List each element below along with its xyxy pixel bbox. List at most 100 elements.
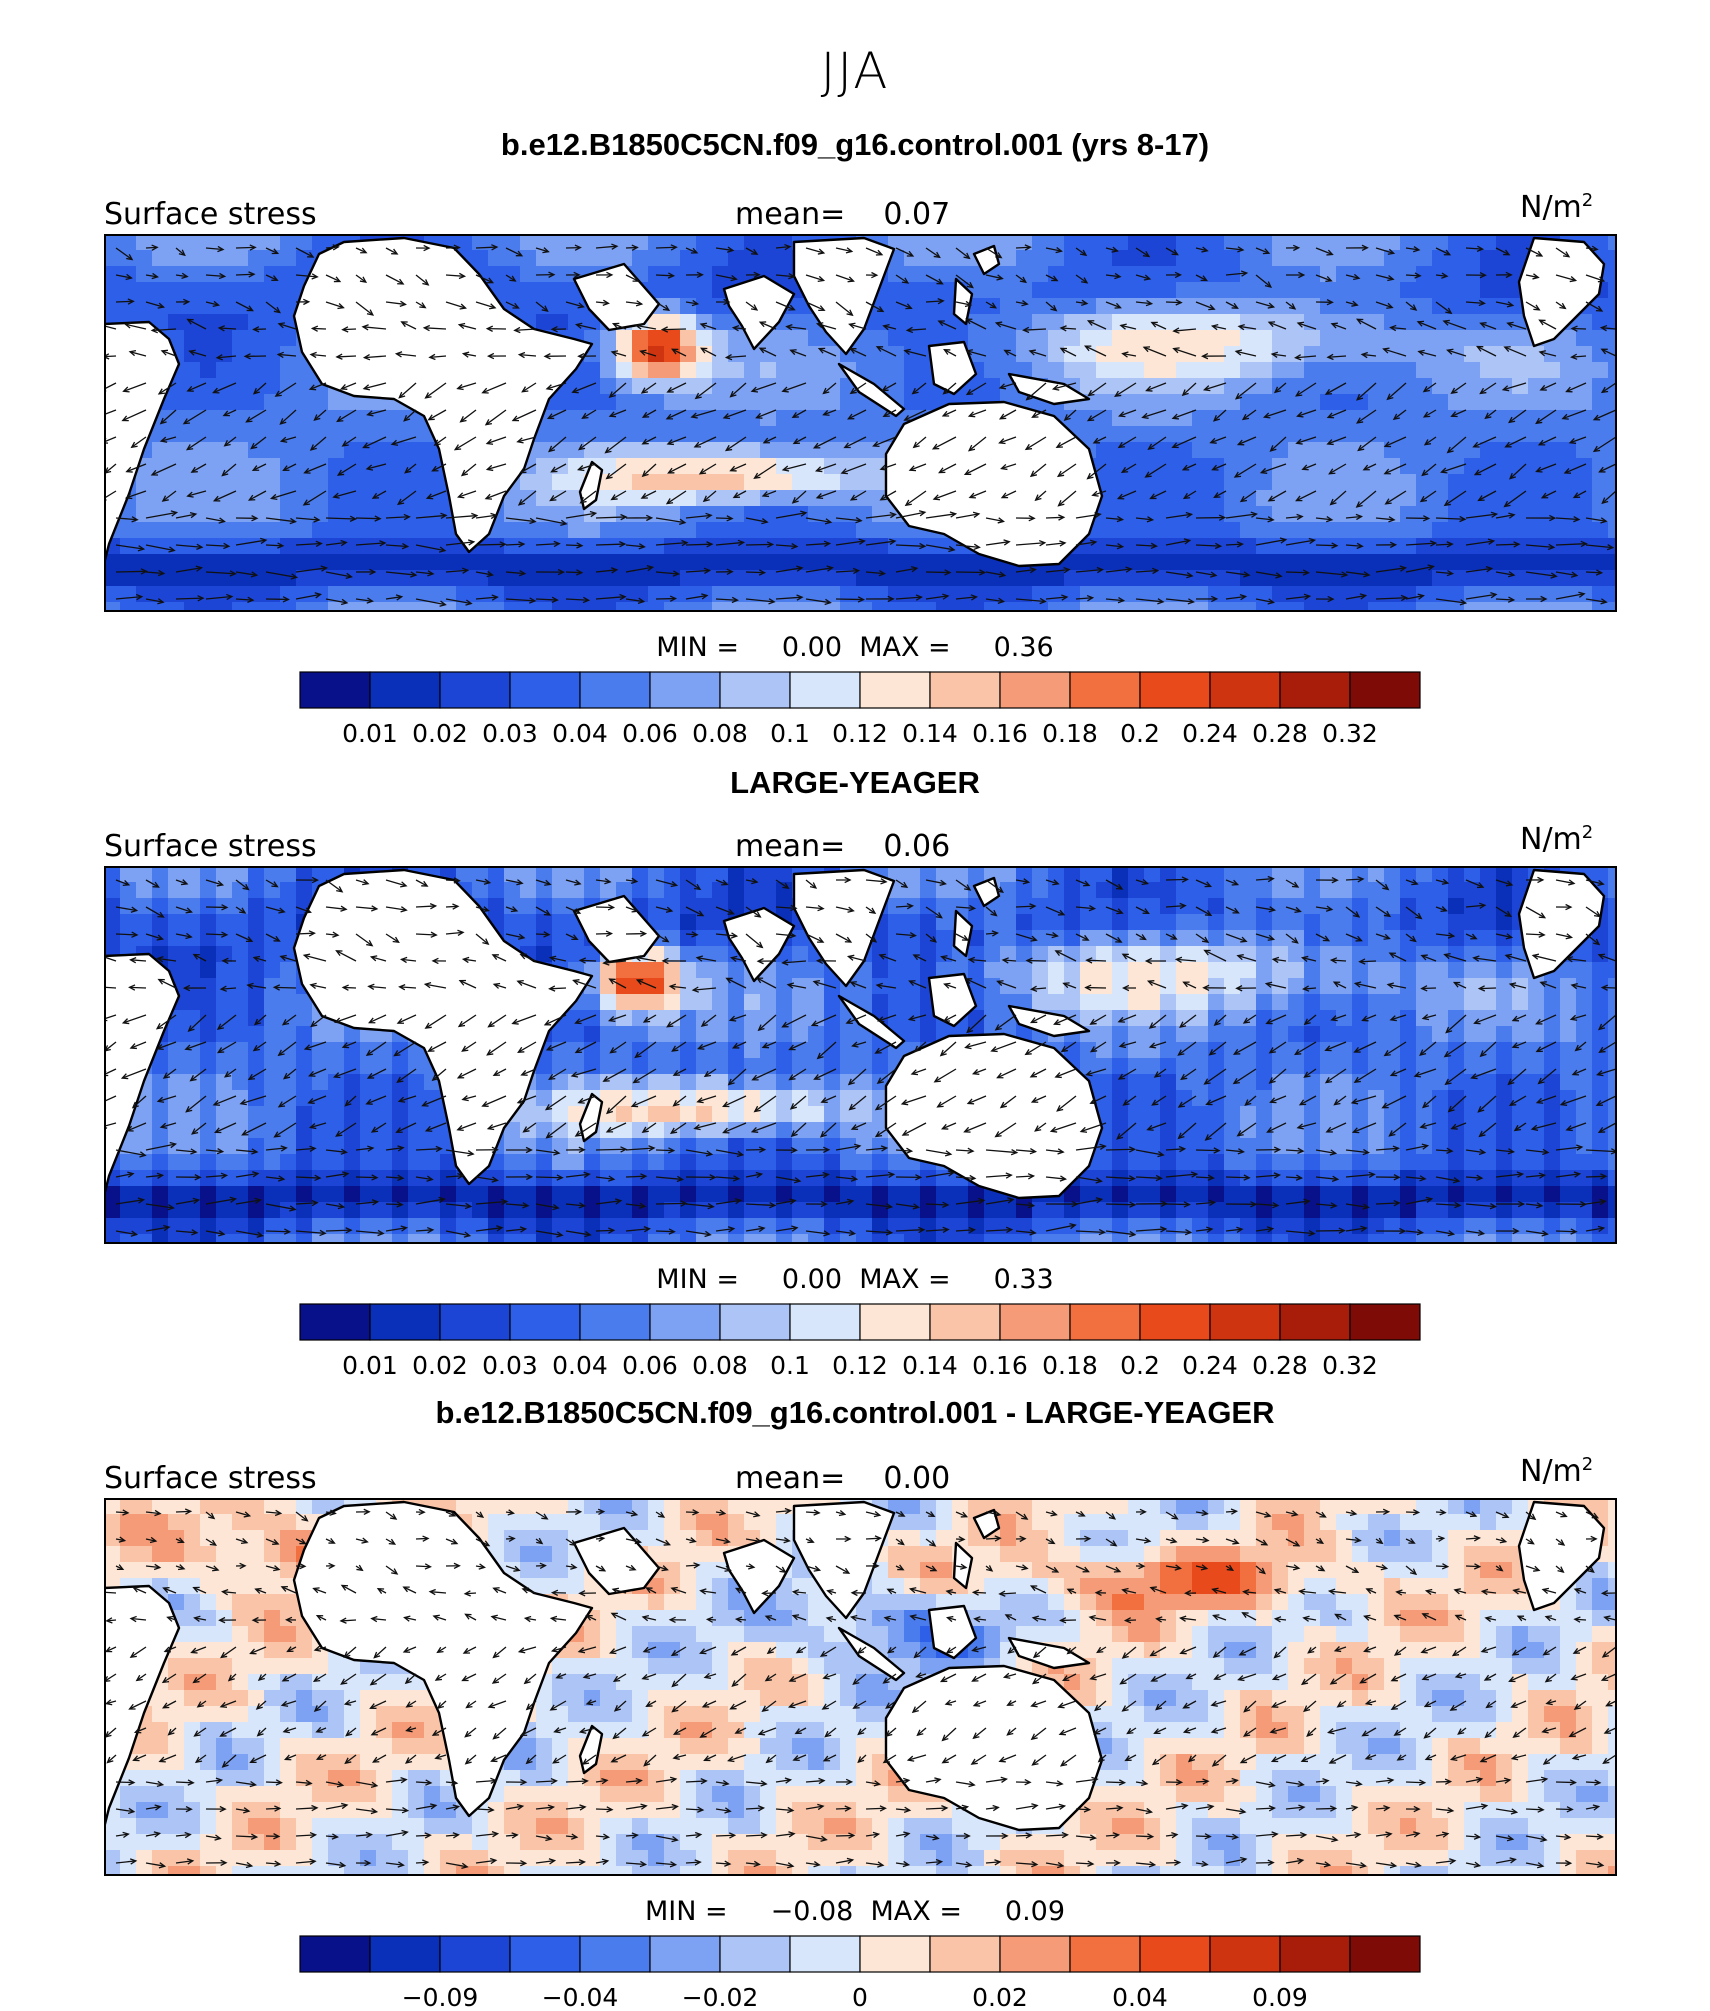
colorbar-tick-label: 0.08 [692,719,748,748]
colorbar-tick-label: 0.24 [1182,719,1238,748]
panel-1-units: N/m2 [1520,190,1594,225]
landmass-png [1007,1636,1091,1670]
colorbar-tick-label: 0.04 [552,719,608,748]
colorbar-swatch [1349,1935,1421,1973]
colorbar-swatch [859,1935,931,1973]
colorbar-swatch [1139,1935,1211,1973]
landmass-africa [292,868,594,1186]
colorbar-tick-label: 0.01 [342,1351,398,1380]
colorbar-tick-label: 0.2 [1120,1351,1160,1380]
colorbar-swatch [579,671,651,709]
colorbar-swatch [439,1303,511,1341]
landmass-india [722,1538,796,1615]
panel-2-map [104,866,1617,1244]
colorbar-tick-label: 0.14 [902,1351,958,1380]
colorbar-swatch [649,671,721,709]
landmass-australia [884,400,1104,568]
colorbar-tick-label: 0.16 [972,1351,1028,1380]
panel-1-mean: mean= 0.07 [735,197,951,232]
landmass-madag [578,1724,604,1775]
colorbar-tick-label: 0.32 [1322,719,1378,748]
landmass-australia [884,1032,1104,1200]
landmass-phil [952,277,974,326]
landmass-camerica [1517,236,1606,348]
colorbar-tick-label: 0.28 [1252,1351,1308,1380]
landmass-camerica [1517,1500,1606,1612]
colorbar-tick-label: 0.18 [1042,719,1098,748]
colorbar-swatch [369,1303,441,1341]
wind-vector-field [104,875,1617,1238]
colorbar-swatch [1069,1935,1141,1973]
panel-3-min-max: MIN = −0.08 MAX = 0.09 [644,1896,1066,1927]
landmass-borneo [927,1604,978,1660]
panel-2-title: LARGE-YEAGER [730,765,980,800]
colorbar-swatch [579,1935,651,1973]
colorbar-swatch [719,671,791,709]
colorbar-swatch [649,1303,721,1341]
colorbar-swatch [1069,1303,1141,1341]
colorbar-swatch [1069,671,1141,709]
colorbar-tick-label: 0.12 [832,719,888,748]
colorbar-swatch [299,671,371,709]
colorbar-swatch [789,1935,861,1973]
landmass-australia [884,1664,1104,1832]
colorbar-swatch [1139,1303,1211,1341]
colorbar-tick-label: 0.14 [902,719,958,748]
wind-vector-field [104,1507,1617,1870]
colorbar-swatch [439,1935,511,1973]
landmass-sumatra [837,1626,906,1682]
figure-season-title: JJA [820,42,890,100]
landmass-samerica [104,952,181,1198]
colorbar-tick-label: 0.09 [1252,1983,1308,2008]
landmass-seasia [792,236,896,356]
wind-vector-field [104,243,1617,607]
colorbar-swatch [509,671,581,709]
landmass-africa [292,1500,594,1818]
landmass-india [722,274,796,351]
colorbar-swatch [299,1935,371,1973]
colorbar-tick-label: 0.12 [832,1351,888,1380]
colorbar-swatch [1349,671,1421,709]
colorbar-swatch [719,1303,791,1341]
landmass-camerica [1517,868,1606,980]
colorbar-tick-label: 0.03 [482,1351,538,1380]
landmass-borneo [927,972,978,1028]
colorbar-swatch [579,1303,651,1341]
landmass-africa [292,236,594,554]
colorbar-swatch [509,1303,581,1341]
colorbar-swatch [859,1303,931,1341]
panel-1-colorbar: 0.01 0.02 0.03 0.04 0.06 0.08 0.1 0.12 0.14 0.16 0… [299,671,1421,748]
panel-3-title: b.e12.B1850C5CN.f09_g16.control.001 - LA… [435,1395,1275,1430]
colorbar-swatch [369,671,441,709]
colorbar-swatch [999,671,1071,709]
landmass-png [1007,372,1091,406]
panel-3-variable-label: Surface stress [104,1461,317,1496]
colorbar-swatch [1139,671,1211,709]
colorbar-swatch [719,1935,791,1973]
colorbar-tick-label: 0.03 [482,719,538,748]
landmass-seasia [792,1500,896,1620]
panel-1-min-max: MIN = 0.00 MAX = 0.36 [656,632,1054,663]
colorbar-tick-label: −0.02 [682,1983,759,2008]
colorbar-tick-label: 0.1 [770,1351,810,1380]
colorbar-swatch [999,1303,1071,1341]
panel-2-colorbar: 0.01 0.02 0.03 0.04 0.06 0.08 0.1 0.12 0.14 0.16 0… [299,1303,1421,1380]
colorbar-tick-label: 0.1 [770,719,810,748]
colorbar-swatch [1279,671,1351,709]
map-frame [104,866,1617,1244]
landmass-arabia [572,894,661,964]
colorbar-swatch [509,1935,581,1973]
colorbar-swatch [929,671,1001,709]
colorbar-tick-label: −0.09 [402,1983,479,2008]
colorbar-swatch [789,671,861,709]
colorbar-tick-label: 0.24 [1182,1351,1238,1380]
panel-3-mean: mean= 0.00 [735,1461,951,1496]
colorbar-tick-label: 0.18 [1042,1351,1098,1380]
colorbar-tick-label: 0.28 [1252,719,1308,748]
colorbar-tick-label: 0 [852,1983,868,2008]
landmass-arabia [572,1526,661,1596]
landmass-samerica [104,1584,181,1830]
colorbar-tick-label: 0.16 [972,719,1028,748]
panel-3-colorbar: −0.09 −0.04 −0.02 0 0.02 0.04 0.09 [299,1935,1421,2008]
colorbar-tick-label: 0.2 [1120,719,1160,748]
